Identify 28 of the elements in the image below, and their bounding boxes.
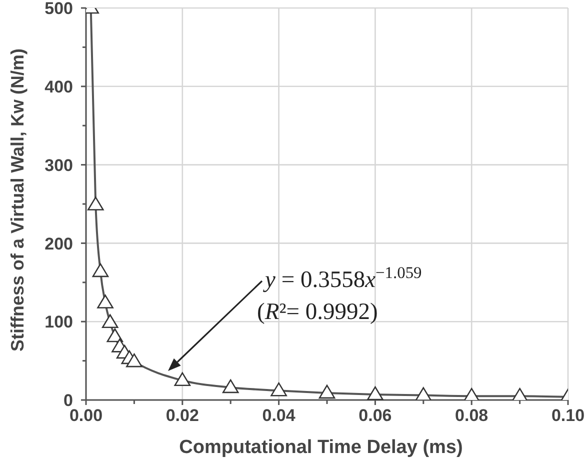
point: [415, 387, 432, 400]
point: [174, 372, 191, 386]
x-tick-label: 0.04: [262, 406, 296, 425]
x-tick-label: 0.10: [551, 406, 585, 425]
annotation: (R²= 0.9992): [257, 299, 378, 325]
x-tick-label: 0.06: [358, 406, 392, 425]
point: [97, 294, 114, 308]
point: [270, 382, 287, 396]
x-tick-label: 0.02: [166, 406, 199, 425]
point: [92, 263, 109, 278]
point: [87, 196, 104, 210]
annotation: y = 0.3558x$^{−1.059}$: [263, 262, 422, 293]
y-tick-label: 300: [44, 156, 73, 175]
x-axis-title: Computational Time Delay (ms): [179, 437, 463, 458]
x-tick-label: 0.08: [455, 406, 488, 425]
point: [318, 384, 336, 399]
point: [463, 388, 480, 400]
point: [106, 328, 124, 342]
point: [126, 353, 142, 368]
y-tick-label: 200: [44, 234, 73, 254]
y-axis-title: Stiffness of a Virtual Wall, Kw (N/m): [7, 48, 28, 352]
point: [367, 386, 384, 400]
point: [102, 314, 118, 328]
y-tick-label: 500: [44, 0, 73, 18]
point: [512, 388, 528, 400]
y-tick-label: 400: [44, 78, 73, 97]
point: [222, 379, 239, 394]
y-tick-label: 100: [44, 312, 73, 332]
